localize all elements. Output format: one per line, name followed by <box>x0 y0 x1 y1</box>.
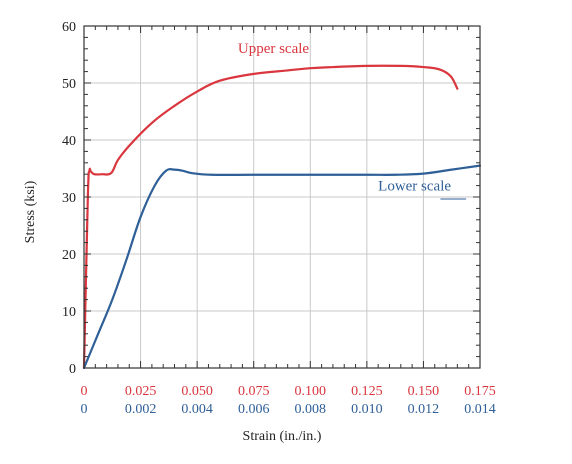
y-tick-label: 0 <box>69 362 76 377</box>
grid <box>84 26 480 368</box>
lower-x-tick-label: 0.002 <box>125 402 157 417</box>
y-tick-label: 60 <box>62 20 76 35</box>
upper-x-tick-label: 0 <box>81 384 88 399</box>
upper-x-tick-label: 0.150 <box>408 384 440 399</box>
x-axis-label: Strain (in./in.) <box>243 429 322 444</box>
y-axis-label: Stress (ksi) <box>23 180 38 243</box>
lower-x-tick-label: 0.014 <box>464 402 496 417</box>
ticks-group: 0 10 20 30 40 50 60 0 0.025 0.050 0.075 0.100 0.125 0… <box>62 20 496 417</box>
upper-x-tick-label: 0.175 <box>464 384 496 399</box>
series-group <box>82 64 482 370</box>
lower-scale-series-line <box>82 164 482 370</box>
annotations-group: Upper scale Lower scale <box>238 41 467 200</box>
y-tick-label: 20 <box>62 248 76 263</box>
y-tick-label: 30 <box>62 191 76 206</box>
lower-x-tick-label: 0.006 <box>238 402 270 417</box>
upper-x-tick-label: 0.025 <box>125 384 157 399</box>
upper-x-tick-label: 0.050 <box>181 384 213 399</box>
upper-x-tick-label: 0.100 <box>295 384 327 399</box>
lower-x-tick-label: 0.008 <box>295 402 327 417</box>
lower-x-tick-label: 0 <box>81 402 88 417</box>
y-tick-label: 50 <box>62 77 76 92</box>
upper-scale-annotation: Upper scale <box>238 41 310 57</box>
y-tick-label: 40 <box>62 134 76 149</box>
lower-x-tick-label: 0.010 <box>351 402 383 417</box>
y-tick-label: 10 <box>62 305 76 320</box>
upper-x-tick-label: 0.125 <box>351 384 383 399</box>
upper-scale-series-line <box>82 64 459 370</box>
lower-x-tick-label: 0.004 <box>181 402 213 417</box>
lower-x-tick-label: 0.012 <box>408 402 440 417</box>
upper-x-tick-label: 0.075 <box>238 384 270 399</box>
lower-scale-annotation: Lower scale <box>378 179 451 195</box>
